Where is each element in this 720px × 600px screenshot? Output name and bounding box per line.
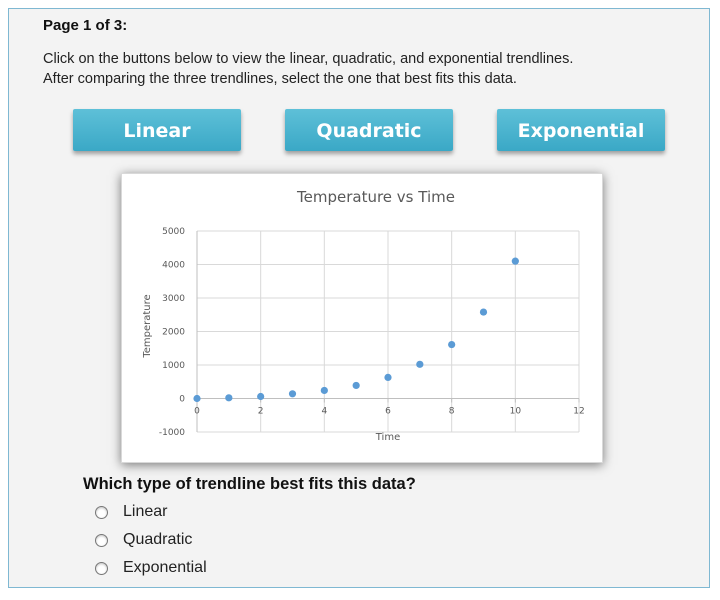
y-tick-label: 1000 (162, 361, 185, 371)
data-point (225, 394, 233, 402)
y-tick-label: -1000 (159, 428, 185, 438)
x-tick-label: 2 (258, 407, 264, 417)
radio-linear[interactable] (95, 505, 108, 519)
x-axis-label: Time (375, 432, 400, 443)
y-axis-label: Temperature (142, 294, 153, 358)
x-tick-label: 10 (510, 407, 522, 417)
linear-button[interactable]: Linear (73, 109, 241, 151)
data-point (479, 308, 488, 316)
y-tick-label: 5000 (162, 227, 185, 237)
data-point (257, 392, 265, 401)
y-tick-label: 2000 (162, 328, 185, 338)
scatter-chart: Temperature vs Time -1000010002000300040… (142, 188, 585, 443)
data-point (448, 340, 456, 349)
exponential-button[interactable]: Exponential (497, 109, 665, 151)
chart-container: Temperature vs Time -1000 0 1000 2000 3000 40… (121, 173, 603, 463)
chart-tick-labels: -1000 0 1000 2000 3000 4000 5000 0 2 4 6 8 10 12 (159, 227, 585, 438)
data-point (416, 360, 424, 368)
option-exponential[interactable]: Exponential (95, 557, 207, 579)
x-tick-label: 0 (194, 407, 200, 417)
option-linear[interactable]: Linear (95, 501, 167, 523)
option-quadratic-label: Quadratic (123, 531, 193, 548)
radio-quadratic[interactable] (95, 533, 108, 547)
data-point (384, 373, 392, 381)
x-tick-label: 12 (573, 407, 584, 417)
option-quadratic[interactable]: Quadratic (95, 529, 192, 551)
option-exponential-label: Exponential (123, 559, 207, 576)
radio-exponential[interactable] (95, 561, 108, 575)
content-frame: Page 1 of 3: Click on the buttons below … (8, 8, 710, 588)
chart-title: Temperature vs Time (296, 188, 455, 206)
option-linear-label: Linear (123, 503, 168, 520)
page-label: Page 1 of 3: (43, 17, 128, 34)
data-point (288, 390, 297, 398)
y-tick-label: 3000 (162, 294, 185, 304)
question-text: Which type of trendline best fits this d… (83, 475, 416, 493)
instructions: Click on the buttons below to view the l… (43, 49, 693, 89)
data-point (320, 386, 328, 395)
chart-data-points (193, 257, 519, 403)
y-tick-label: 4000 (162, 261, 185, 271)
quadratic-button[interactable]: Quadratic (285, 109, 453, 151)
instruction-line-2: After comparing the three trendlines, se… (43, 71, 517, 87)
data-point (352, 381, 360, 390)
x-tick-label: 4 (321, 407, 327, 417)
instruction-line-1: Click on the buttons below to view the l… (43, 51, 574, 67)
data-point (511, 257, 519, 265)
x-tick-label: 6 (385, 407, 391, 417)
data-point (193, 394, 201, 403)
y-tick-label: 0 (179, 395, 185, 405)
x-tick-label: 8 (449, 407, 455, 417)
